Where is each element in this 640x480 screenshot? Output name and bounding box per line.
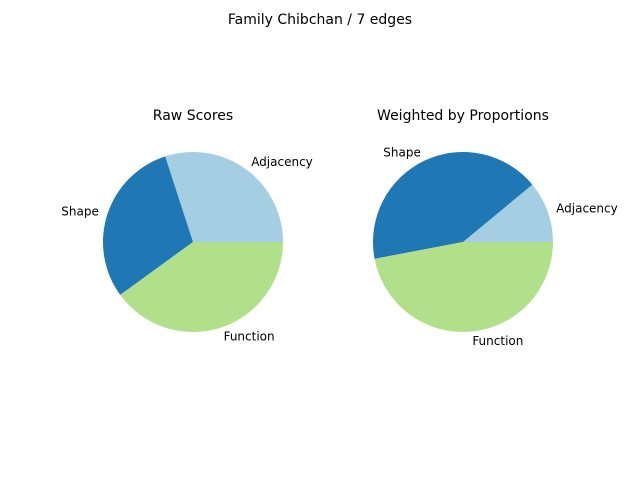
pie-slice-shape — [102, 156, 193, 295]
pie-slice-adjacency — [165, 151, 283, 242]
pie-title-weighted: Weighted by Proportions — [377, 108, 549, 124]
pie-label-function: Function — [472, 334, 523, 348]
pie-label-adjacency: Adjacency — [251, 155, 313, 169]
pie-label-function: Function — [224, 329, 275, 343]
pie-label-shape: Shape — [61, 205, 99, 219]
pie-labels-weighted: Adjacency Shape Function — [383, 146, 617, 348]
figure-suptitle: Family Chibchan / 7 edges — [228, 12, 412, 28]
pie-slice-adjacency — [463, 184, 553, 242]
pie-slice-function — [120, 242, 283, 332]
pie-slices-raw-scores — [102, 151, 283, 332]
pie-chart-weighted: Weighted by Proportions Adjacency Shape Fu… — [372, 108, 618, 348]
pie-slice-function — [374, 242, 553, 333]
pie-label-shape: Shape — [383, 146, 421, 160]
pie-slice-shape — [372, 151, 533, 259]
pie-labels-raw-scores: Adjacency Shape Function — [61, 155, 313, 343]
pie-slices-weighted — [372, 151, 553, 333]
pie-label-adjacency: Adjacency — [556, 202, 618, 216]
pie-chart-raw-scores: Raw Scores Adjacency Shape Function — [61, 108, 313, 343]
pie-title-raw-scores: Raw Scores — [153, 108, 233, 124]
